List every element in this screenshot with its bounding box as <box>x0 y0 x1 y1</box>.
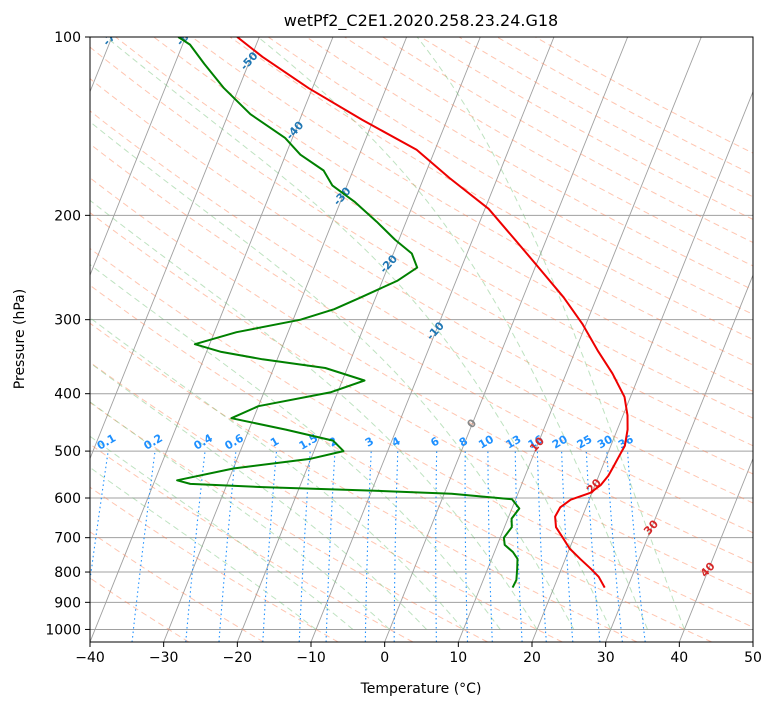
mixing-ratio-line <box>627 451 646 642</box>
moist-adiabat <box>257 37 648 630</box>
isotherm-line <box>163 37 408 642</box>
x-tick-label: 40 <box>670 650 688 666</box>
y-tick-label: 100 <box>54 30 81 46</box>
mixing-ratio-line <box>487 451 493 642</box>
mixing-ratio-line <box>90 451 109 585</box>
mixing-ratio-line <box>185 451 206 642</box>
x-tick-label: 30 <box>597 650 615 666</box>
dry-adiabat <box>115 37 753 419</box>
temperature-profile <box>236 37 629 589</box>
axes: −40 −30 −20 −10 0 10 20 30 40 50 100 200 300 400 500 60… <box>45 30 762 666</box>
isotherm-line <box>90 37 260 460</box>
x-tick-label: −20 <box>223 650 253 666</box>
isotherm-line <box>678 457 753 642</box>
mixing-ratio-line <box>364 451 372 642</box>
moist-adiabat <box>90 263 501 630</box>
mixing-ratio-line <box>464 451 469 642</box>
x-tick-label: 50 <box>744 650 762 666</box>
moist-adiabat <box>90 121 575 630</box>
x-tick-label: 0 <box>380 650 389 666</box>
dry-adiabat <box>90 531 264 642</box>
dewpoint-profile <box>176 37 521 589</box>
y-tick-label: 400 <box>54 387 81 403</box>
isotherm-line <box>457 37 702 642</box>
x-tick-label: −40 <box>75 650 105 666</box>
isotherm-line <box>384 37 629 642</box>
mixing-ratio-line <box>393 451 399 642</box>
y-tick-label: 1000 <box>45 622 81 638</box>
mixing-ratio-line <box>262 451 278 642</box>
moist-adiabat <box>90 317 464 630</box>
dry-adiabat <box>90 143 753 534</box>
mixing-ratio-line <box>218 451 237 642</box>
y-tick-label: 700 <box>54 531 81 547</box>
x-tick-label: −10 <box>296 650 326 666</box>
mixing-ratio-line <box>561 451 574 642</box>
y-tick-label: 900 <box>54 595 81 611</box>
dry-adiabat <box>90 322 638 642</box>
plot-frame <box>89 36 754 643</box>
isotherm-line <box>531 90 753 642</box>
isotherm-line <box>310 37 555 642</box>
y-tick-label: 200 <box>54 208 81 224</box>
moist-adiabat <box>90 401 391 630</box>
mixing-ratio-line <box>606 451 623 642</box>
dry-adiabat <box>153 37 753 392</box>
mixing-ratio-line <box>585 451 601 642</box>
dry-adiabat <box>90 401 488 642</box>
x-tick-label: 20 <box>523 650 541 666</box>
dry-adiabat <box>90 110 753 504</box>
y-axis-label: Pressure (hPa) <box>12 289 28 389</box>
y-tick-label: 500 <box>54 444 81 460</box>
dry-adiabat <box>90 284 712 642</box>
isotherm-line <box>236 37 481 642</box>
dry-adiabat <box>90 486 339 642</box>
mixing-ratio-line <box>325 451 336 642</box>
moist-adiabat <box>105 37 612 630</box>
mixing-ratio-line <box>514 451 523 642</box>
isotherm-label: -70 <box>100 25 123 49</box>
y-tick-label: 800 <box>54 565 81 581</box>
x-tick-label: −30 <box>149 650 179 666</box>
mixing-ratio-line <box>536 451 547 642</box>
dry-adiabat <box>90 443 414 642</box>
dry-adiabat <box>90 212 753 596</box>
dry-adiabat <box>267 37 753 315</box>
mixing-ratio-line <box>131 451 156 642</box>
chart-title: wetPf2_C2E1.2020.258.23.24.G18 <box>284 11 558 31</box>
mixing-ratio-line <box>435 451 438 642</box>
dry-adiabat <box>306 37 753 291</box>
moist-adiabat <box>90 199 538 630</box>
x-axis-label: Temperature (°C) <box>360 681 482 697</box>
moist-adiabat <box>90 466 317 630</box>
y-tick-label: 300 <box>54 313 81 329</box>
isotherm-line <box>90 37 187 277</box>
x-tick-label: 10 <box>449 650 467 666</box>
mixing-ratio-line <box>298 451 311 642</box>
y-tick-label: 600 <box>54 491 81 507</box>
dry-adiabat <box>90 247 753 628</box>
moist-adiabat <box>416 37 685 630</box>
isotherm-line <box>605 273 753 642</box>
